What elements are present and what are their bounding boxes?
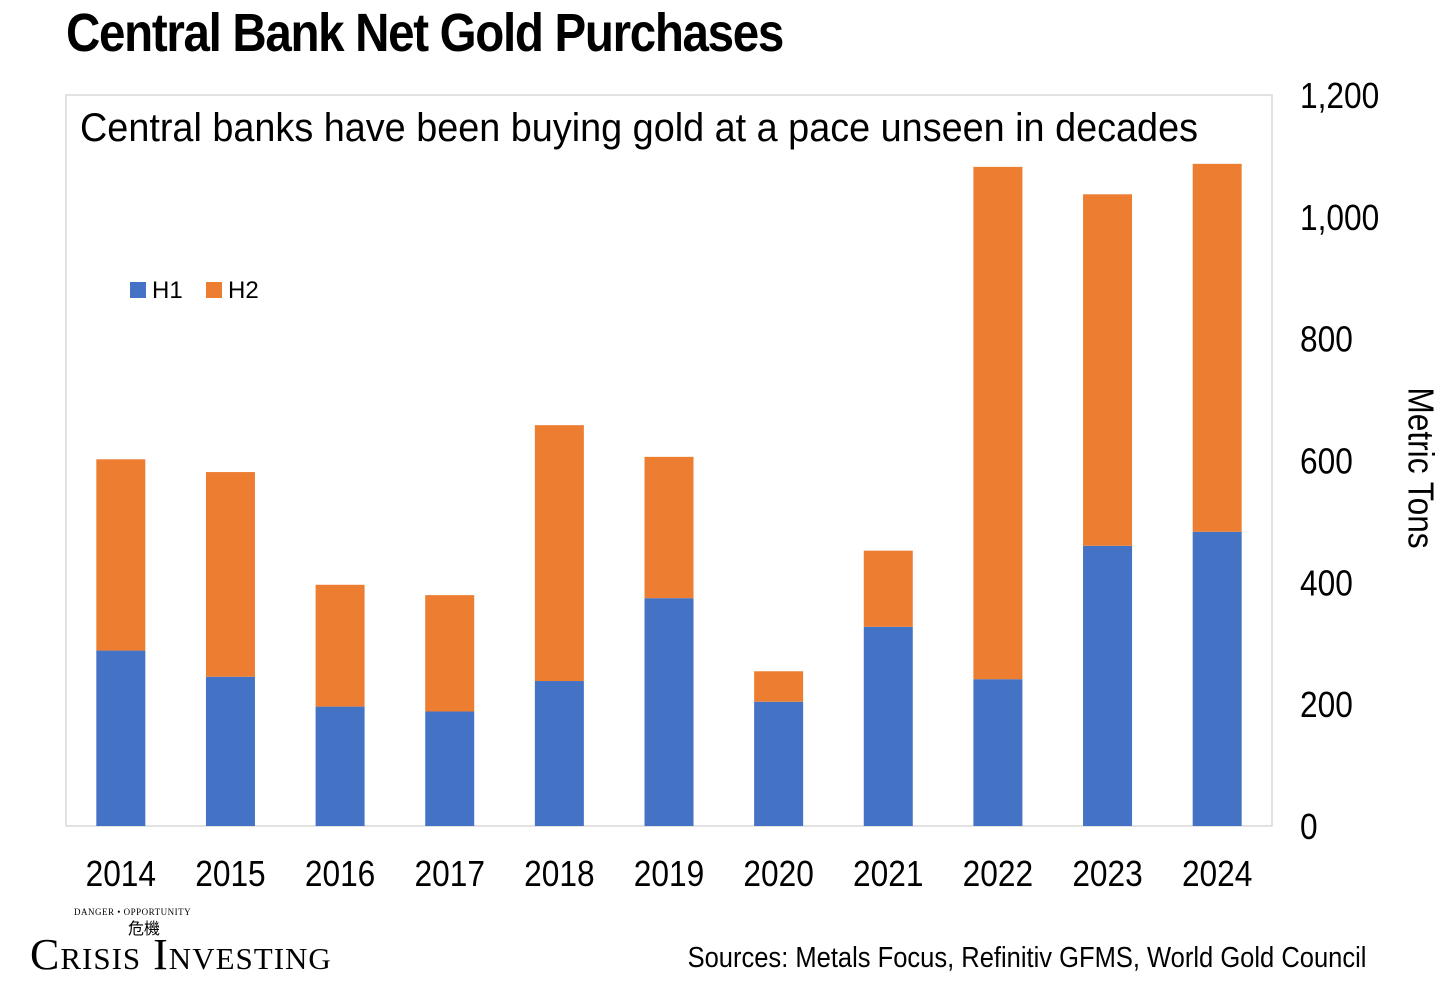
x-tick-label-2021: 2021	[853, 854, 923, 894]
bar-h1-2020	[754, 701, 804, 826]
x-tick-label-2022: 2022	[963, 854, 1033, 894]
crisis-investing-logo: DANGER • OPPORTUNITY 危機 Crisis Investing	[30, 905, 390, 985]
bar-h2-2024	[1192, 163, 1242, 532]
bars-group	[96, 163, 1242, 826]
x-axis-tick-labels: 2014 2015 2016 2017 2018 2019 2020 2021 2022 2023…	[86, 854, 1253, 894]
x-tick-label-2019: 2019	[634, 854, 704, 894]
bar-h2-2023	[1083, 194, 1133, 546]
bar-h2-2021	[863, 550, 913, 627]
logo-glyph: 危機	[128, 919, 161, 938]
x-tick-label-2018: 2018	[524, 854, 594, 894]
bar-h1-2015	[205, 676, 255, 826]
bar-h2-2018	[534, 425, 584, 682]
y-tick-label-600: 600	[1300, 442, 1353, 482]
bar-h2-2015	[205, 472, 255, 677]
bar-h2-2019	[644, 456, 694, 599]
bar-h1-2024	[1192, 531, 1242, 826]
x-tick-label-2016: 2016	[305, 854, 375, 894]
legend-label-h2: H2	[228, 277, 259, 304]
bar-h2-2020	[754, 671, 804, 702]
legend-label-h1: H1	[152, 277, 183, 304]
bar-h1-2016	[315, 706, 365, 826]
x-tick-label-2020: 2020	[743, 854, 813, 894]
bar-h1-2021	[863, 626, 913, 826]
legend-swatch-h1	[130, 282, 146, 298]
x-tick-label-2017: 2017	[415, 854, 485, 894]
y-tick-label-800: 800	[1300, 320, 1353, 360]
bar-h2-2016	[315, 584, 365, 707]
chart-title: Central Bank Net Gold Purchases	[66, 3, 784, 63]
y-tick-label-1200: 1,200	[1300, 76, 1379, 116]
bar-h1-2022	[973, 679, 1023, 826]
y-tick-label-0: 0	[1300, 807, 1318, 847]
bar-h1-2017	[425, 711, 475, 826]
sources-note: Sources: Metals Focus, Refinitiv GFMS, W…	[687, 942, 1366, 974]
bar-h2-2022	[973, 166, 1023, 680]
y-tick-label-400: 400	[1300, 563, 1353, 603]
logo-tagline: DANGER • OPPORTUNITY	[74, 907, 192, 917]
chart-subtitle: Central banks have been buying gold at a…	[80, 106, 1198, 150]
bar-h1-2019	[644, 598, 694, 826]
y-axis-tick-labels: 0 200 400 600 800 1,000 1,200	[1300, 76, 1379, 847]
bar-h1-2018	[534, 681, 584, 826]
x-tick-label-2023: 2023	[1072, 854, 1142, 894]
bar-h2-2014	[96, 459, 146, 651]
legend-swatch-h2	[206, 282, 222, 298]
legend: H1 H2	[130, 277, 259, 304]
x-tick-label-2014: 2014	[86, 854, 156, 894]
x-tick-label-2024: 2024	[1182, 854, 1252, 894]
logo-wordmark: Crisis Investing	[30, 930, 332, 979]
bar-h2-2017	[425, 595, 475, 712]
y-axis-label: Metric Tons	[1400, 387, 1440, 548]
bar-h1-2014	[96, 650, 146, 826]
x-tick-label-2015: 2015	[195, 854, 265, 894]
y-tick-label-1000: 1,000	[1300, 198, 1379, 238]
bar-h1-2023	[1083, 545, 1133, 826]
logo-text: Crisis Investing	[30, 929, 332, 980]
y-tick-label-200: 200	[1300, 685, 1353, 725]
